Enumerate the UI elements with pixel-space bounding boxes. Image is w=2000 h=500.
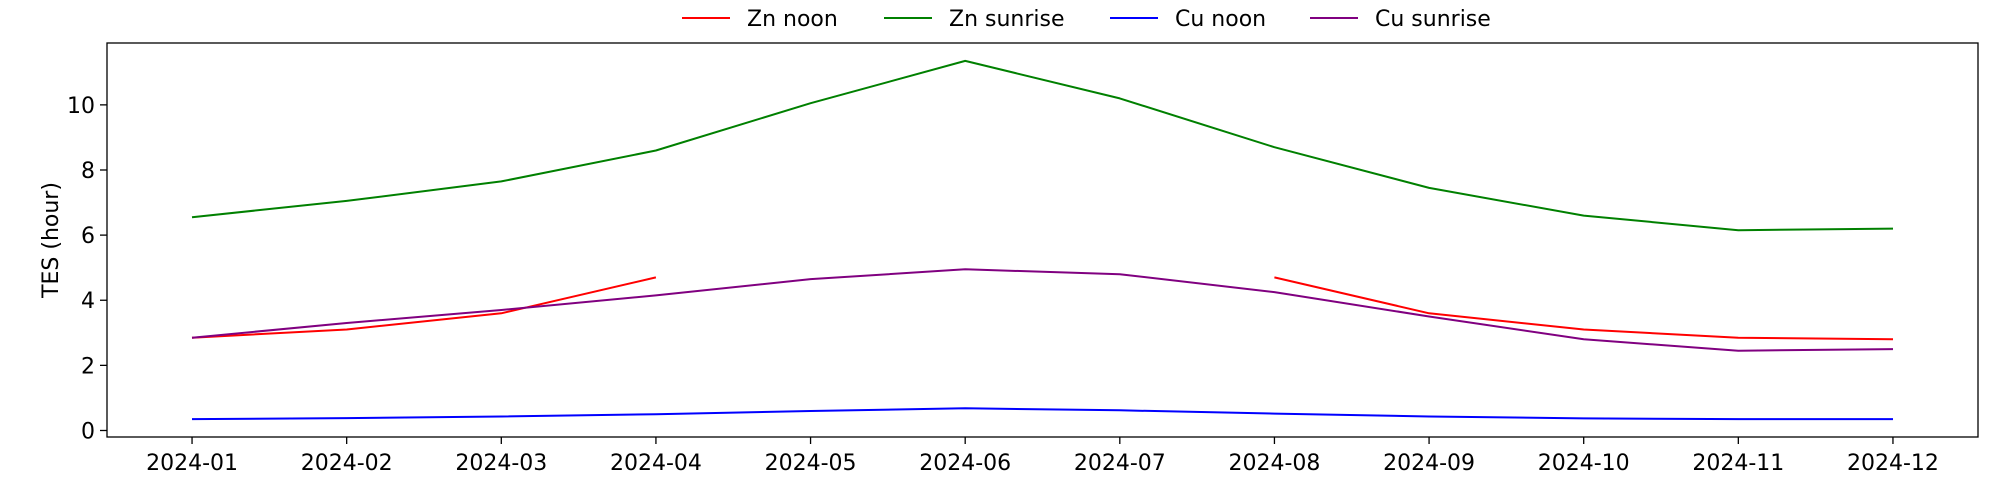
y-tick-label: 4: [81, 289, 95, 314]
series-layer: [191, 59, 1894, 421]
x-tick-label: 2024-09: [1383, 451, 1475, 476]
y-tick-label: 8: [81, 159, 95, 184]
chart-legend: Zn noon Zn sunrise Cu noon Cu sunrise: [682, 7, 1491, 32]
x-tick-label: 2024-03: [455, 451, 547, 476]
legend-item-zn-sunrise: Zn sunrise: [884, 7, 1065, 32]
x-tick-label: 2024-12: [1847, 451, 1939, 476]
legend-item-cu-noon: Cu noon: [1110, 7, 1266, 32]
x-tick-label: 2024-06: [919, 451, 1011, 476]
x-tick-label: 2024-02: [301, 451, 393, 476]
series-zn-noon: [191, 276, 1894, 341]
x-axis: 2024-01 2024-02 2024-03 2024-04 2024-05 2024-…: [146, 437, 1939, 476]
x-tick-label: 2024-04: [610, 451, 702, 476]
series-cu-noon: [191, 407, 1893, 421]
legend-label: Cu noon: [1175, 7, 1266, 32]
series-line-cu-sunrise: [191, 268, 1894, 352]
x-tick-label: 2024-05: [765, 451, 857, 476]
y-axis-label: TES (hour): [39, 182, 64, 299]
y-tick-label: 0: [81, 419, 95, 444]
series-zn-sunrise: [191, 59, 1894, 232]
series-line-zn-sunrise: [191, 59, 1894, 232]
series-line-zn-noon: [191, 276, 657, 339]
legend-item-zn-noon: Zn noon: [682, 7, 838, 32]
y-tick-label: 10: [67, 94, 95, 119]
series-line-cu-noon: [191, 407, 1893, 421]
plot-area: [106, 42, 1979, 438]
legend-label: Zn sunrise: [949, 7, 1065, 32]
y-tick-label: 2: [81, 354, 95, 379]
x-tick-label: 2024-01: [146, 451, 238, 476]
legend-label: Cu sunrise: [1375, 7, 1491, 32]
legend-item-cu-sunrise: Cu sunrise: [1310, 7, 1491, 32]
x-tick-label: 2024-10: [1538, 451, 1630, 476]
legend-label: Zn noon: [747, 7, 838, 32]
series-line-zn-noon: [1274, 276, 1894, 341]
x-tick-label: 2024-11: [1692, 451, 1784, 476]
series-cu-sunrise: [191, 268, 1894, 352]
y-axis: 0 2 4 6 8 10: [67, 94, 107, 444]
y-tick-label: 6: [81, 224, 95, 249]
x-tick-label: 2024-08: [1228, 451, 1320, 476]
x-tick-label: 2024-07: [1074, 451, 1166, 476]
